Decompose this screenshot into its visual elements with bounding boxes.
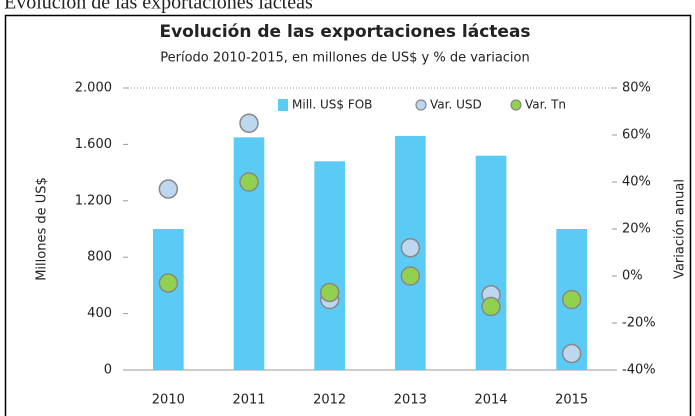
legend-swatch [510,99,522,111]
bar [475,155,507,370]
x-tick-label: 2012 [313,393,346,408]
chart-frame [4,14,692,416]
point [239,172,259,192]
y2-tick-label: 20% [622,222,651,237]
point [561,289,582,310]
point [239,113,259,133]
x-tick-label: 2014 [474,393,507,408]
y-tick-label: 2.000 [75,81,112,96]
point [400,238,421,258]
y2-tick-label: 40% [622,175,651,190]
point [561,343,582,364]
point [158,179,179,199]
legend-swatch [278,99,288,111]
legend-label: Mill. US$ FOB [292,98,372,112]
x-tick-label: 2010 [152,393,185,408]
page-title: Evolución de las exportaciones lácteas [4,0,313,14]
y2-tick-label: -20% [622,316,656,331]
y2-axis-title: Variación anual [673,179,688,279]
point [158,273,179,293]
y-tick-label: 1.600 [75,137,112,152]
y-tick-label: 800 [87,250,112,265]
y2-tick-label: -40% [622,363,656,378]
y-tick-label: 1.200 [75,193,112,208]
bar [314,161,345,370]
y2-tick-label: 0% [622,269,643,284]
legend-swatch [415,99,427,111]
chart-subtitle: Período 2010-2015, en millones de US$ y … [160,51,530,66]
chart-title: Evolución de las exportaciones lácteas [159,22,530,42]
y-tick-label: 400 [87,306,112,321]
y2-tick-label: 80% [622,81,651,96]
x-tick-label: 2015 [555,393,588,408]
legend-label: Var. USD [430,98,482,112]
bar [233,137,265,370]
point [400,266,421,286]
y2-tick-label: 60% [622,128,651,143]
legend-label: Var. Tn [525,98,566,112]
y-axis-title: Millones de US$ [35,177,50,281]
bar [153,229,184,370]
x-tick-label: 2013 [394,393,427,408]
y-tick-label: 0 [104,363,112,378]
x-tick-label: 2011 [232,393,265,408]
point [481,296,501,317]
point [319,282,340,303]
